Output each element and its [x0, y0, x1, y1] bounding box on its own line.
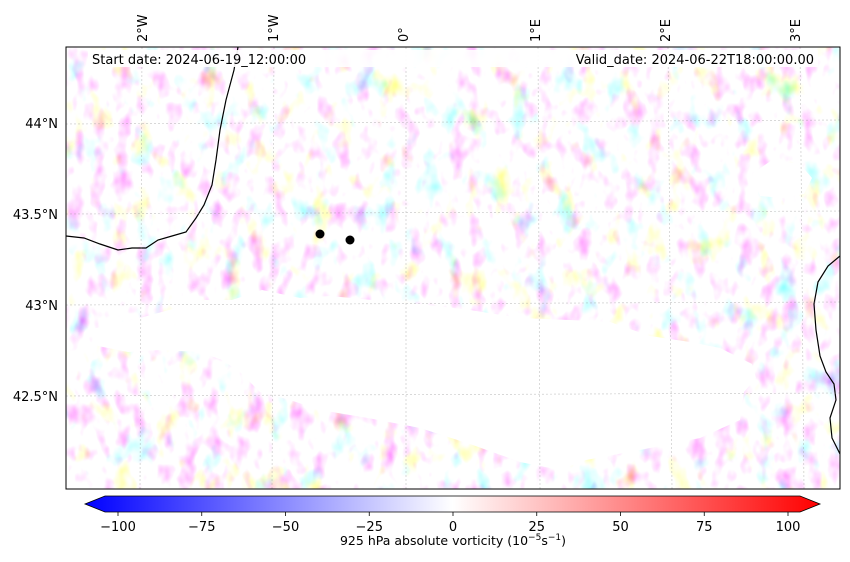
start-date-label: Start date: 2024-06-19_12:00:00 [92, 53, 306, 68]
colorbar: −100 −75 −50 −25 0 25 50 75 100 925 hPa absolute… [83, 495, 822, 548]
gridlines [66, 47, 840, 489]
terrain-mask [88, 290, 756, 470]
lon-tick: 0° [397, 27, 412, 42]
terrain-mask-ne [752, 160, 812, 198]
coastline-east [813, 255, 840, 455]
lat-tick: 43.5°N [13, 208, 58, 223]
map-frame [65, 46, 841, 490]
colorbar-tick-label: −25 [356, 520, 383, 535]
colorbar-tick-label: 0 [449, 520, 457, 535]
colorbar-tick-label: −100 [100, 520, 136, 535]
lon-tick: 2°W [136, 14, 151, 42]
lat-tick: 44°N [25, 117, 58, 132]
lat-tick: 43°N [25, 299, 58, 314]
colorbar-tick-label: 25 [528, 520, 545, 535]
colorbar-tick-label: 75 [696, 520, 713, 535]
map-panel: Start date: 2024-06-19_12:00:00 Valid_da… [65, 46, 841, 490]
lat-tick: 42.5°N [13, 390, 58, 405]
coastline-west [66, 47, 239, 251]
marker-point-2 [345, 235, 355, 245]
lon-tick: 1°E [529, 19, 544, 42]
colorbar-ticks: −100 −75 −50 −25 0 25 50 75 100 [100, 512, 800, 535]
valid-date-label: Valid_date: 2024-06-22T18:00:00.00 [576, 53, 814, 68]
lon-tick: 3°E [789, 19, 804, 42]
colorbar-tick-label: 100 [776, 520, 801, 535]
colorbar-tick-label: −75 [188, 520, 215, 535]
date-banner [88, 50, 818, 67]
lon-tick: 1°W [267, 14, 282, 42]
colorbar-label: 925 hPa absolute vorticity (10−5s−1) [340, 533, 566, 548]
lon-tick: 2°E [659, 19, 674, 42]
marker-point-1 [315, 229, 325, 239]
longitude-ticks: 2°W 1°W 0° 1°E 2°E 3°E [136, 14, 804, 42]
colorbar-tick-label: −50 [272, 520, 299, 535]
colorbar-tick-label: 50 [612, 520, 629, 535]
colorbar-bar [83, 495, 822, 513]
latitude-ticks: 44°N 43.5°N 43°N 42.5°N [13, 117, 58, 405]
